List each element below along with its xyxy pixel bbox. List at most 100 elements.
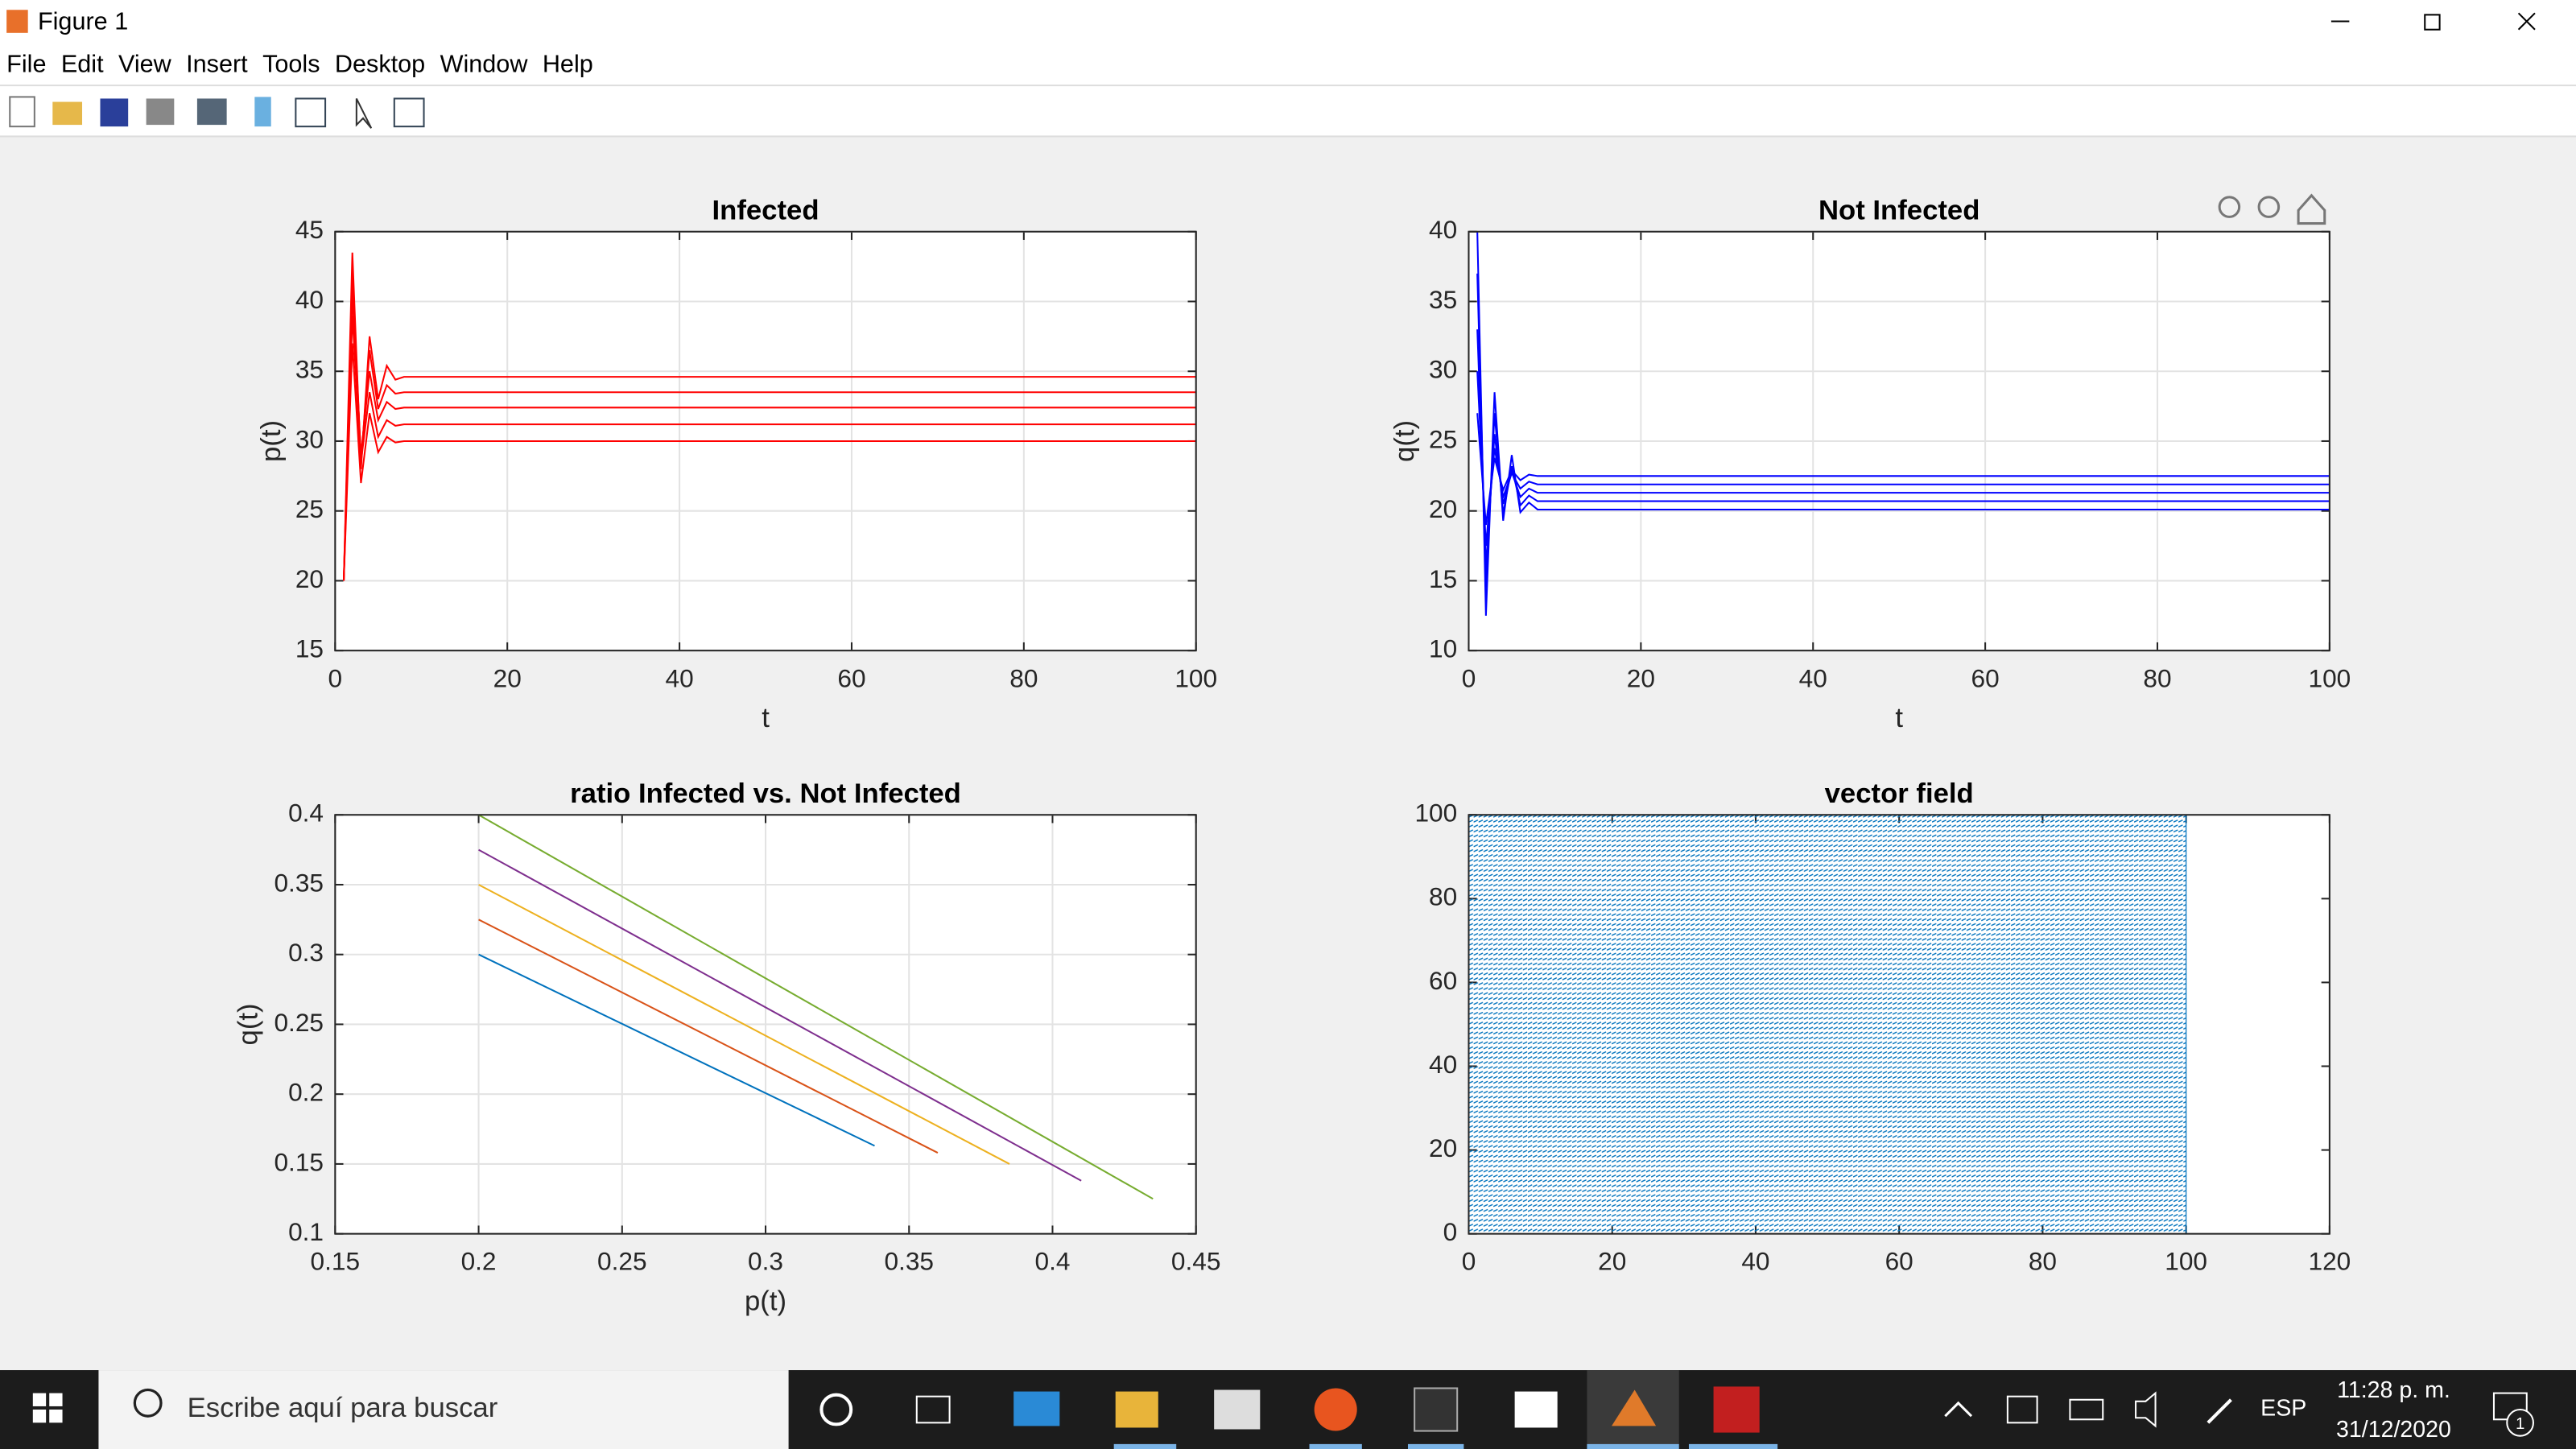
menu-item[interactable]: File (6, 51, 46, 78)
x-tick-label: 60 (837, 663, 865, 692)
x-tick-label: 40 (1741, 1247, 1769, 1276)
data-line (343, 343, 1196, 581)
x-tick-label: 40 (665, 663, 693, 692)
y-tick-label: 40 (1429, 215, 1457, 244)
y-tick-label: 35 (295, 355, 324, 384)
x-tick-label: 120 (2308, 1247, 2351, 1276)
x-tick-label: 0.2 (461, 1247, 497, 1276)
menu-item[interactable]: Edit (61, 51, 104, 78)
x-tick-label: 0 (328, 663, 343, 692)
y-tick-label: 25 (295, 494, 324, 523)
menu-bar: File Edit View Insert Tools Desktop Window Help (6, 51, 593, 78)
axes-toolbar[interactable] (2218, 193, 2326, 225)
data-line (478, 919, 939, 1154)
axes-box (1468, 814, 2330, 1235)
x-tick-label: 0.35 (884, 1247, 934, 1276)
x-tick-label: 20 (1598, 1247, 1626, 1276)
menu-item[interactable]: Help (543, 51, 593, 78)
chart-title: ratio Infected vs. Not Infected (570, 778, 961, 809)
y-tick-label: 35 (1429, 285, 1457, 314)
x-tick-label: 20 (1627, 663, 1655, 692)
search-box[interactable] (98, 1370, 789, 1449)
axes-box (334, 230, 1197, 652)
x-tick-label: 0 (1462, 1247, 1476, 1276)
x-axis-label: t (1895, 703, 1903, 733)
x-tick-label: 20 (493, 663, 522, 692)
y-tick-label: 0.1 (288, 1217, 324, 1246)
x-tick-label: 100 (2165, 1247, 2207, 1276)
chart-title: Not Infected (1818, 195, 1979, 225)
axes-area: 0 20 40 60 80 10015202530354045Infectedtp(t)0… (233, 195, 2351, 1316)
window-chrome (0, 0, 2576, 137)
data-line (1476, 413, 2330, 526)
menu-item[interactable]: Window (440, 51, 529, 78)
axes-box (334, 814, 1197, 1235)
y-tick-label: 15 (1429, 564, 1457, 593)
x-tick-label: 80 (2029, 1247, 2057, 1276)
data-line (478, 884, 1010, 1165)
x-tick-label: 0.25 (597, 1247, 647, 1276)
y-tick-label: 0.25 (274, 1008, 324, 1037)
language[interactable]: ESP (2260, 1396, 2306, 1422)
y-tick-label: 25 (1429, 424, 1457, 453)
y-tick-label: 10 (1429, 634, 1457, 663)
start-button[interactable] (32, 1393, 63, 1423)
clock-time[interactable]: 11:28 p. m. (2337, 1377, 2450, 1403)
y-tick-label: 0.35 (274, 868, 324, 897)
x-tick-label: 0 (1462, 663, 1476, 692)
y-tick-label: 0.3 (288, 938, 324, 967)
y-axis-label: p(t) (256, 420, 287, 462)
search-placeholder: Escribe aquí para buscar (188, 1393, 498, 1423)
y-tick-label: 40 (295, 285, 324, 314)
x-axis-label: t (762, 703, 770, 733)
y-axis-label: q(t) (1389, 420, 1420, 462)
y-tick-label: 30 (295, 424, 324, 453)
y-tick-label: 0.2 (288, 1078, 324, 1107)
y-tick-label: 20 (295, 564, 324, 593)
menu-item[interactable]: View (118, 51, 172, 78)
y-tick-label: 80 (1429, 882, 1457, 911)
y-tick-label: 100 (1414, 799, 1457, 828)
clock-date[interactable]: 31/12/2020 (2336, 1417, 2451, 1443)
y-tick-label: 45 (295, 215, 324, 244)
y-tick-label: 20 (1429, 494, 1457, 523)
y-tick-label: 60 (1429, 966, 1457, 995)
x-tick-label: 0.15 (311, 1247, 361, 1276)
y-tick-label: 40 (1429, 1050, 1457, 1079)
x-tick-label: 0.45 (1171, 1247, 1221, 1276)
app-icon (6, 10, 28, 33)
x-tick-label: 60 (1885, 1247, 1913, 1276)
data-line (343, 252, 1196, 581)
y-tick-label: 15 (295, 634, 324, 663)
y-tick-label: 0.15 (274, 1147, 324, 1176)
quiver-field (1468, 814, 2187, 1235)
data-line (478, 953, 875, 1147)
x-tick-label: 0.4 (1034, 1247, 1070, 1276)
notification-badge[interactable]: 1 (2516, 1415, 2524, 1433)
x-tick-label: 100 (2308, 663, 2351, 692)
x-tick-label: 80 (1009, 663, 1038, 692)
menu-item[interactable]: Desktop (335, 51, 425, 78)
data-line (478, 848, 1082, 1182)
search-icon (133, 1388, 163, 1418)
x-tick-label: 80 (2143, 663, 2171, 692)
y-tick-label: 20 (1429, 1133, 1457, 1162)
menu-item[interactable]: Insert (186, 51, 248, 78)
toolbar[interactable] (9, 96, 425, 129)
chart-title: vector field (1825, 778, 1974, 809)
y-tick-label: 0.4 (288, 799, 324, 828)
y-axis-label: q(t) (233, 1003, 263, 1045)
menu-item[interactable]: Tools (262, 51, 320, 78)
window-title: Figure 1 (38, 8, 128, 35)
window-controls[interactable] (2330, 12, 2536, 31)
taskbar-apps[interactable] (819, 1370, 2534, 1449)
data-line (478, 814, 1154, 1200)
x-axis-label: p(t) (745, 1286, 786, 1317)
x-tick-label: 40 (1799, 663, 1827, 692)
y-tick-label: 30 (1429, 355, 1457, 384)
x-tick-label: 0.3 (748, 1247, 783, 1276)
chart-title: Infected (712, 195, 819, 225)
x-tick-label: 100 (1174, 663, 1217, 692)
